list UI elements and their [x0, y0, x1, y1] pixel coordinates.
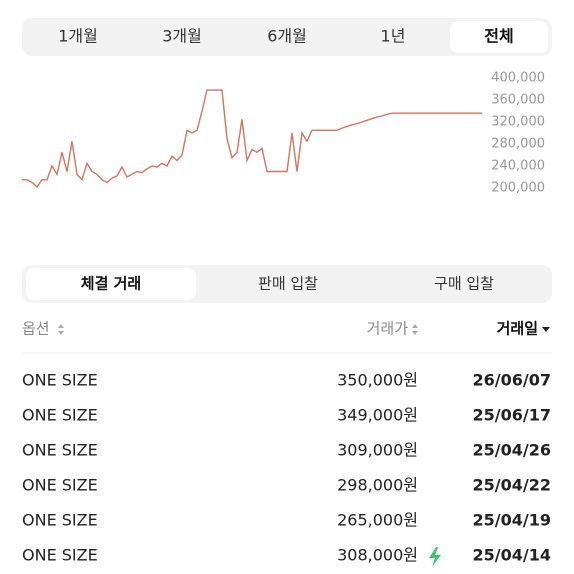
price-line — [22, 89, 482, 188]
trade-tab[interactable]: 체결 거래 — [81, 275, 141, 293]
option-cell: ONE SIZE — [22, 476, 98, 495]
option-cell: ONE SIZE — [22, 546, 98, 565]
period-segment — [22, 18, 552, 56]
column-header[interactable]: 거래가 — [367, 320, 409, 338]
active-trade-tab — [26, 268, 196, 300]
trade-tab[interactable]: 판매 입찰 — [258, 275, 318, 293]
date-cell: 25/06/17 — [473, 406, 551, 425]
trade-tab[interactable]: 구매 입찰 — [434, 275, 494, 293]
y-tick-label: 320,000 — [491, 115, 545, 130]
y-tick-label: 280,000 — [491, 137, 545, 152]
y-tick-label: 400,000 — [491, 71, 545, 86]
option-cell: ONE SIZE — [22, 371, 98, 390]
price-cell: 350,000원 — [337, 371, 418, 390]
y-tick-label: 360,000 — [491, 93, 545, 108]
column-header[interactable]: 옵션 — [22, 320, 50, 338]
period-tab[interactable]: 전체 — [484, 27, 513, 46]
sort-icon — [58, 324, 418, 335]
price-cell: 349,000원 — [337, 406, 418, 425]
y-tick-label: 200,000 — [491, 181, 545, 196]
option-cell: ONE SIZE — [22, 441, 98, 460]
date-cell: 26/06/07 — [473, 371, 551, 390]
quick-delivery-icon — [429, 547, 441, 567]
date-cell: 25/04/19 — [473, 511, 551, 530]
period-tab[interactable]: 1개월 — [58, 27, 98, 46]
price-cell: 298,000원 — [337, 476, 418, 495]
price-cell: 308,000원 — [337, 546, 418, 565]
price-cell: 309,000원 — [337, 441, 418, 460]
column-header[interactable]: 거래일 — [497, 320, 538, 338]
active-period — [450, 21, 548, 53]
period-tab[interactable]: 3개월 — [162, 27, 202, 46]
option-cell: ONE SIZE — [22, 511, 98, 530]
period-tab[interactable]: 1년 — [381, 27, 406, 46]
option-cell: ONE SIZE — [22, 406, 98, 425]
y-tick-label: 240,000 — [491, 159, 545, 174]
date-cell: 25/04/26 — [473, 441, 551, 460]
period-tab[interactable]: 6개월 — [267, 27, 307, 46]
date-cell: 25/04/14 — [473, 546, 551, 565]
sort-icon-active — [542, 327, 550, 332]
date-cell: 25/04/22 — [473, 476, 551, 495]
price-cell: 265,000원 — [337, 511, 418, 530]
